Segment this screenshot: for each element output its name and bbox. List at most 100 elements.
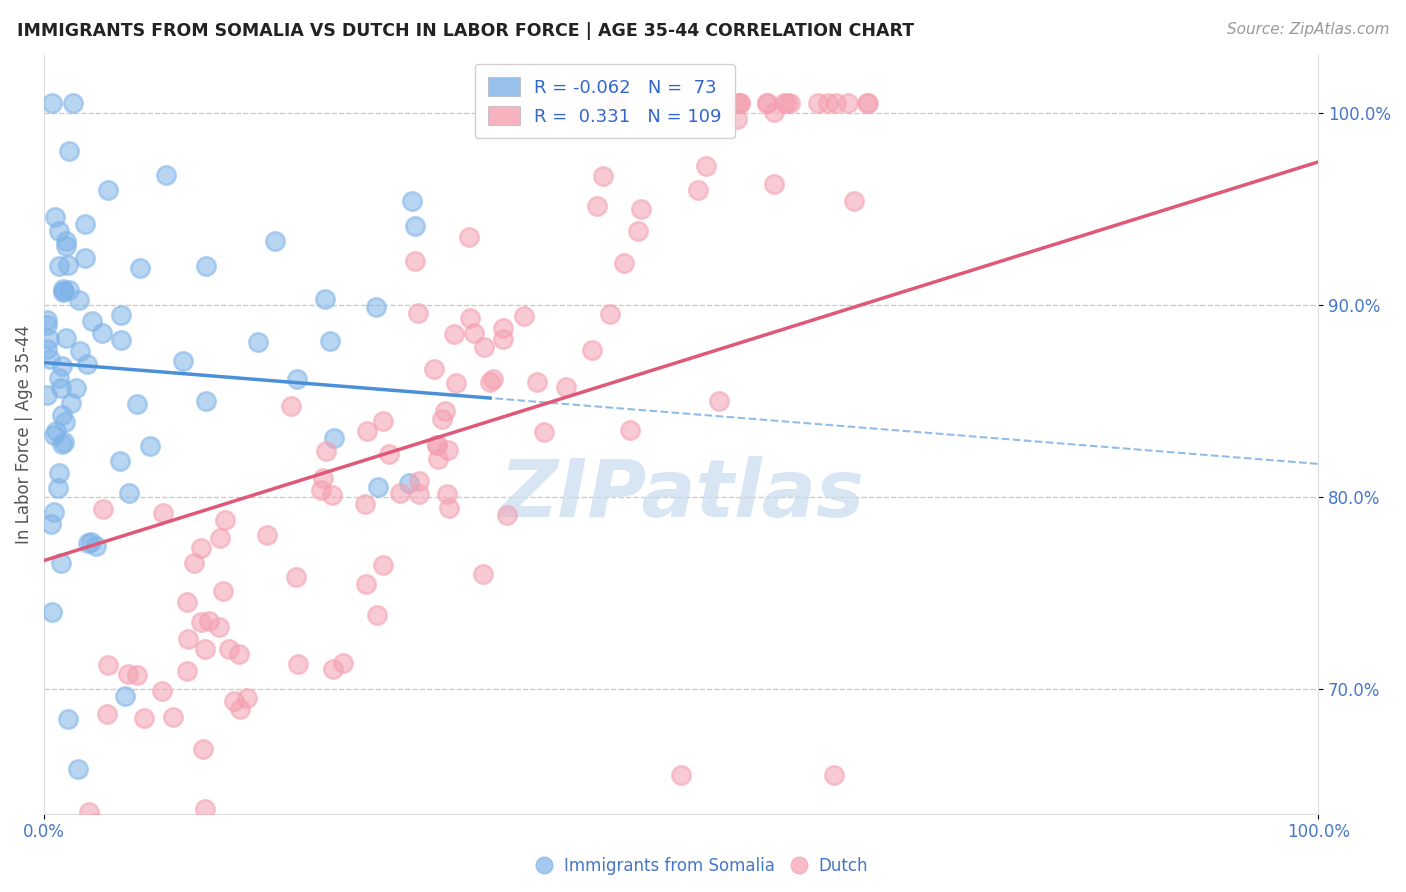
Point [401,194,423,208]
Point [44,428,66,442]
Point [229,702,252,716]
Point [44,211,66,225]
Point [222,694,245,708]
Point [48,371,70,385]
Point [67,762,90,776]
Point [77,536,100,550]
Point [728,96,751,111]
Point [314,293,336,307]
Point [172,354,194,368]
Point [45,425,67,439]
Point [195,394,218,409]
Point [190,541,212,555]
Point [371,414,394,428]
Point [406,306,429,320]
Point [472,340,495,354]
Point [491,333,513,347]
Point [763,105,786,120]
Point [55,234,77,248]
Point [284,570,307,584]
Point [426,451,449,466]
Point [73,251,96,265]
Point [613,256,636,270]
Point [91,502,114,516]
Point [725,112,748,126]
Point [471,566,494,581]
Point [51,359,73,373]
Point [86,816,108,830]
Point [35,318,58,333]
Point [763,177,786,191]
Point [127,668,149,682]
Point [183,556,205,570]
Point [38,332,60,346]
Point [48,224,70,238]
Point [247,334,270,349]
Point [825,96,848,111]
Point [707,393,730,408]
Point [366,608,388,623]
Text: Source: ZipAtlas.com: Source: ZipAtlas.com [1226,22,1389,37]
Point [256,528,278,542]
Point [48,466,70,480]
Point [312,471,335,485]
Point [128,261,150,276]
Point [823,768,845,782]
Point [62,96,84,111]
Point [695,159,717,173]
Point [138,439,160,453]
Point [212,583,235,598]
Point [53,284,76,298]
Point [228,648,250,662]
Point [776,96,799,111]
Point [152,684,174,698]
Point [725,96,748,111]
Point [118,486,141,500]
Point [404,219,426,234]
Text: ZIPatlas: ZIPatlas [499,456,863,534]
Point [422,362,444,376]
Point [728,96,751,111]
Point [686,183,709,197]
Point [218,642,240,657]
Point [49,381,72,395]
Point [69,343,91,358]
Point [76,357,98,371]
Point [555,380,578,394]
Point [599,307,621,321]
Point [437,443,460,458]
Point [195,259,218,273]
Point [408,474,430,488]
Point [773,96,796,111]
Point [755,96,778,111]
Point [55,331,77,345]
Point [837,96,859,111]
Point [586,199,609,213]
Point [208,620,231,634]
Point [96,707,118,722]
Point [97,658,120,673]
Point [39,351,62,366]
Point [478,375,501,389]
Point [426,438,449,452]
Point [626,225,648,239]
Point [287,657,309,671]
Point [41,96,63,111]
Point [354,577,377,591]
Point [52,285,75,300]
Point [41,605,63,619]
Point [108,454,131,468]
Point [669,768,692,782]
Point [80,534,103,549]
Point [443,327,465,342]
Point [605,96,627,111]
Point [155,168,177,182]
Point [378,447,401,461]
Point [110,333,132,347]
Point [779,96,801,111]
Point [51,436,73,450]
Point [322,662,344,676]
Point [426,438,449,452]
Point [322,431,344,445]
Point [84,539,107,553]
